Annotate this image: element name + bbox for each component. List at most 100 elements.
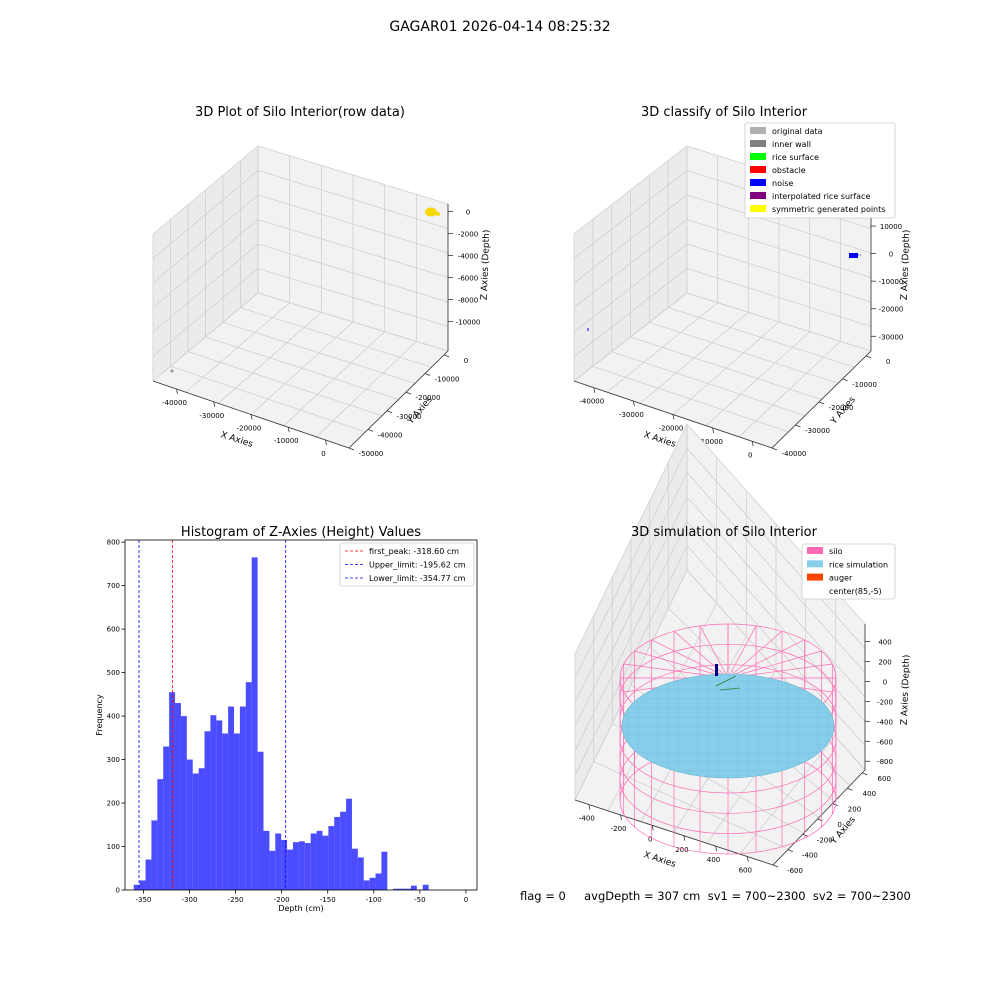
y-tick-label: 500 <box>107 669 120 677</box>
x-tick <box>213 401 216 407</box>
histogram-bar <box>216 720 223 890</box>
grid-line <box>316 341 417 438</box>
y-tick <box>842 378 848 382</box>
y-tick-label: 300 <box>107 756 120 764</box>
silo-roof-spoke <box>699 625 729 679</box>
legend-label: interpolated rice surface <box>772 192 870 201</box>
x-axis-label: Depth (cm) <box>278 904 323 913</box>
z-tick-label: -200 <box>877 698 893 706</box>
raw-point-cluster <box>425 207 437 217</box>
auger-marker <box>715 664 718 676</box>
raw-point <box>436 212 440 216</box>
y-tick-label: 0 <box>464 357 468 365</box>
x-tick <box>651 825 654 831</box>
z-tick-label: -6000 <box>458 275 478 283</box>
histogram-bar <box>133 884 140 890</box>
histogram-bar <box>287 849 293 890</box>
y-tick <box>802 833 808 837</box>
x-tick <box>176 388 178 395</box>
y-axis-label: Frequency <box>95 694 104 736</box>
x-tick-label: -200 <box>611 825 627 833</box>
y-tick <box>443 354 450 358</box>
legend-label: first_peak: -318.60 cm <box>369 547 459 556</box>
histogram-bar <box>328 826 335 890</box>
silo-roof-spoke <box>727 650 822 679</box>
grid-line <box>257 292 449 352</box>
histogram-bar <box>145 859 152 890</box>
z-tick-label: 400 <box>878 639 891 647</box>
silo-roof-spoke <box>634 650 729 679</box>
y-tick-label: -600 <box>787 867 803 875</box>
histogram-bar <box>322 835 329 890</box>
y-tick <box>424 373 431 376</box>
z-axis-label: Z Axies (Depth) <box>900 230 912 301</box>
center-marker <box>719 687 741 691</box>
z-tick-label: -2000 <box>458 230 478 238</box>
y-tick <box>771 447 778 451</box>
x-tick-label: -40000 <box>579 398 604 406</box>
legend-swatch <box>750 179 766 186</box>
z-tick-label: -20000 <box>879 306 904 314</box>
legend-label: auger <box>829 574 853 583</box>
histogram-bar <box>269 850 276 890</box>
grid-line <box>738 341 841 438</box>
z-tick-label: -10000 <box>456 319 481 327</box>
legend-swatch <box>750 153 766 160</box>
plot-title: 3D Plot of Silo Interior(row data) <box>195 105 405 120</box>
grid-line <box>257 170 449 229</box>
histogram-bar <box>192 773 199 890</box>
legend-label: Lower_limit: -354.77 cm <box>369 574 466 583</box>
y-tick-label: -20000 <box>829 404 854 412</box>
legend-swatch <box>750 140 766 147</box>
x-tick-label: 0 <box>748 451 752 459</box>
x-tick-label: -300 <box>182 896 198 904</box>
histogram-bar <box>239 706 246 890</box>
raw-outlier-point <box>170 369 174 373</box>
histogram-bar <box>257 751 264 890</box>
center-marker <box>715 675 737 687</box>
x-tick-label: -30000 <box>619 411 644 419</box>
x-tick <box>325 439 327 446</box>
y-tick-label: 0 <box>886 358 890 366</box>
z-tick-label: -10000 <box>879 278 904 286</box>
x-tick-label: -200 <box>274 896 290 904</box>
histogram-bar <box>292 842 299 890</box>
histogram-bar <box>210 715 217 890</box>
legend-label: obstacle <box>772 166 806 175</box>
histogram-bar <box>363 880 370 890</box>
silo-roof-spoke <box>673 630 729 679</box>
histogram-bar <box>340 811 347 890</box>
histogram-bar <box>393 888 400 890</box>
legend-label: center(85,-5) <box>829 587 882 596</box>
histogram-bar <box>228 706 235 890</box>
histogram-bar <box>375 873 382 890</box>
histogram-bar <box>175 703 181 890</box>
y-axis-line <box>772 769 866 866</box>
legend-label: noise <box>772 179 793 188</box>
x-tick <box>712 427 714 433</box>
x-axis-label: X Axies <box>642 850 677 870</box>
legend-swatch <box>750 192 766 199</box>
plot-title: 3D simulation of Silo Interior <box>631 525 818 540</box>
x-tick-label: 200 <box>675 846 688 854</box>
y-tick <box>367 429 374 432</box>
legend-label: original data <box>772 127 823 136</box>
legend: silo rice simulation auger center(85,-5) <box>801 543 896 600</box>
histogram-bar <box>151 820 158 890</box>
histogram-bar <box>410 885 417 890</box>
y-tick-label: -400 <box>802 852 818 860</box>
z-tick-label: -600 <box>877 738 893 746</box>
x-tick-label: -250 <box>228 896 244 904</box>
grid-line <box>257 145 449 205</box>
histogram-bar <box>234 733 240 890</box>
grid-line <box>574 423 688 655</box>
histogram-bar <box>204 731 211 890</box>
legend-swatch <box>807 560 823 568</box>
x-tick-label: 0 <box>321 450 325 458</box>
x-tick <box>593 387 596 393</box>
y-tick <box>787 849 794 853</box>
y-tick-label: -10000 <box>435 376 460 384</box>
histogram-bar <box>157 779 164 890</box>
